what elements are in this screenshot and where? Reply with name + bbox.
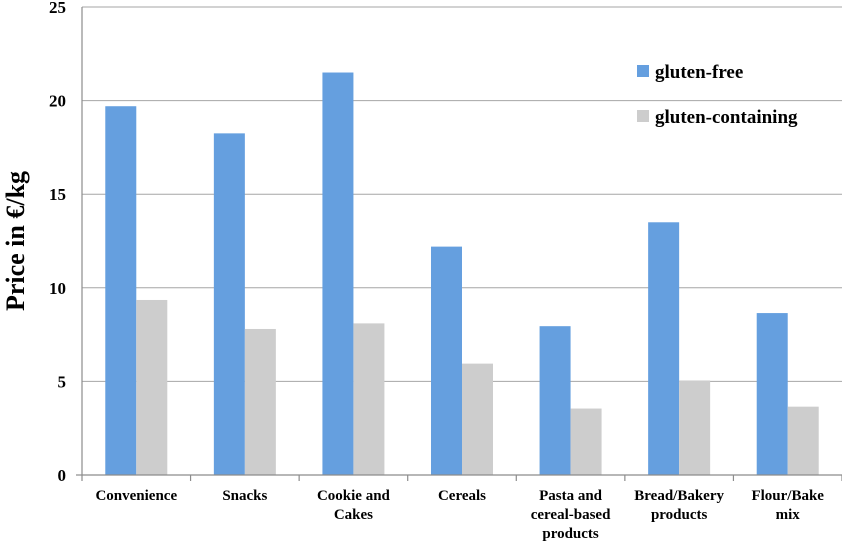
- legend: gluten-free gluten-containing: [637, 62, 798, 128]
- x-category-label: Snacks: [222, 488, 267, 504]
- bar-gluten-containing: [787, 406, 819, 475]
- bar-gluten-containing: [462, 363, 493, 475]
- y-axis-title: Price in €/kg: [1, 171, 30, 311]
- x-category-labels: Convenience Snacks Cookie and Cakes Cereals P…: [95, 488, 824, 542]
- bar-gluten-containing: [136, 299, 168, 475]
- bar-gluten-containing: [353, 323, 385, 475]
- y-tick-labels: 0 5 10 15 20 25: [49, 0, 66, 485]
- x-category-label: Flour/Bake: [751, 488, 824, 504]
- x-category-label: mix: [776, 507, 801, 523]
- gridlines: [82, 6, 842, 382]
- y-tick-label: 15: [49, 185, 66, 204]
- bar-gluten-free: [105, 106, 137, 475]
- x-category-label: Pasta and: [539, 488, 603, 504]
- x-category-label: Convenience: [95, 488, 177, 504]
- y-tick-label: 5: [58, 372, 67, 391]
- x-category-label: products: [651, 507, 708, 523]
- y-tick-label: 10: [49, 279, 66, 298]
- y-tick-label: 20: [49, 92, 66, 111]
- legend-label: gluten-containing: [655, 107, 798, 128]
- x-category-label: Cereals: [438, 488, 486, 504]
- bar-gluten-free: [431, 246, 462, 475]
- bar-gluten-free: [322, 72, 354, 476]
- bar-gluten-containing: [244, 328, 276, 475]
- axes: [76, 7, 842, 481]
- bar-gluten-containing: [570, 408, 602, 475]
- x-category-label: Cakes: [334, 507, 373, 523]
- legend-label: gluten-free: [655, 62, 743, 83]
- bar-gluten-free: [756, 313, 788, 475]
- y-tick-label: 0: [58, 466, 67, 485]
- bar-gluten-free: [539, 326, 571, 475]
- x-category-label: products: [542, 526, 599, 542]
- bar-gluten-free: [648, 222, 680, 475]
- y-tick-label: 25: [49, 0, 66, 17]
- legend-swatch: [637, 110, 649, 122]
- x-category-label: Bread/Bakery: [634, 488, 724, 504]
- bars: [105, 72, 819, 476]
- bar-gluten-containing: [679, 380, 711, 475]
- x-category-label: Cookie and: [317, 488, 391, 504]
- legend-swatch: [637, 65, 649, 77]
- bar-gluten-free: [213, 133, 245, 476]
- x-category-label: cereal-based: [531, 507, 611, 523]
